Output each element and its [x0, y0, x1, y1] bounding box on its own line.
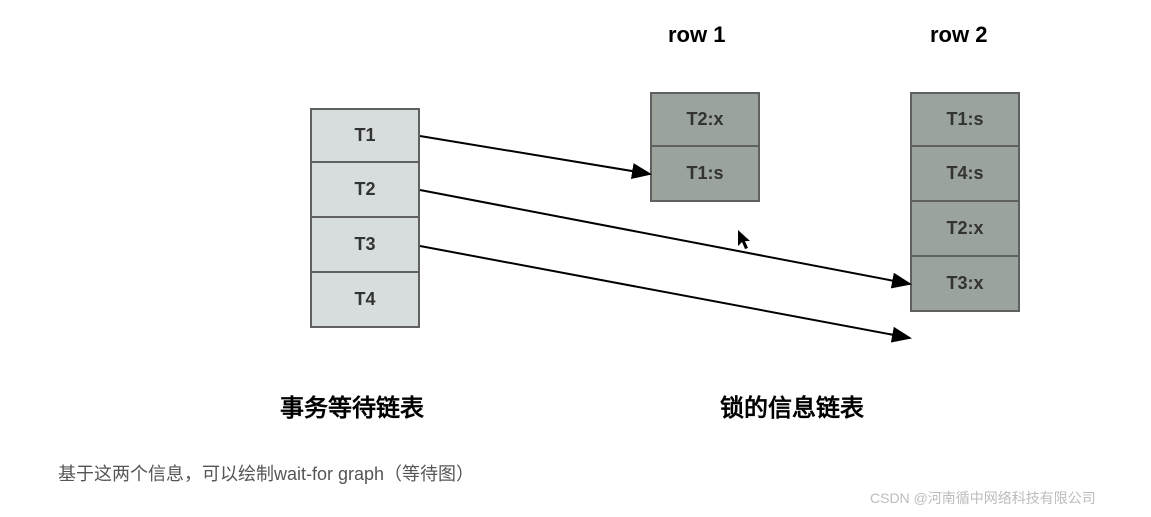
arrow: [420, 190, 910, 284]
header-row2: row 2: [930, 22, 987, 48]
transactions-column: T1 T2 T3 T4: [310, 108, 420, 328]
lock-cell: T1:s: [650, 147, 760, 202]
tx-cell: T1: [310, 108, 420, 163]
arrow: [420, 136, 650, 174]
lock-cell: T1:s: [910, 92, 1020, 147]
lock-cell: T2:x: [910, 202, 1020, 257]
header-row1: row 1: [668, 22, 725, 48]
lock-cell: T2:x: [650, 92, 760, 147]
row1-column: T2:x T1:s: [650, 92, 760, 202]
caption-right: 锁的信息链表: [720, 388, 864, 423]
tx-cell: T4: [310, 273, 420, 328]
footer-text: 基于这两个信息，可以绘制wait-for graph（等待图）: [58, 460, 474, 486]
lock-cell: T3:x: [910, 257, 1020, 312]
tx-cell: T3: [310, 218, 420, 273]
row2-column: T1:s T4:s T2:x T3:x: [910, 92, 1020, 312]
watermark: CSDN @河南循中网络科技有限公司: [870, 488, 1096, 508]
caption-left: 事务等待链表: [280, 388, 424, 423]
arrow: [420, 246, 910, 338]
diagram-canvas: row 1 row 2 T1 T2 T3 T4 T2:x T1:s T1:s T…: [0, 0, 1151, 517]
lock-cell: T4:s: [910, 147, 1020, 202]
cursor-icon: [738, 230, 754, 256]
tx-cell: T2: [310, 163, 420, 218]
